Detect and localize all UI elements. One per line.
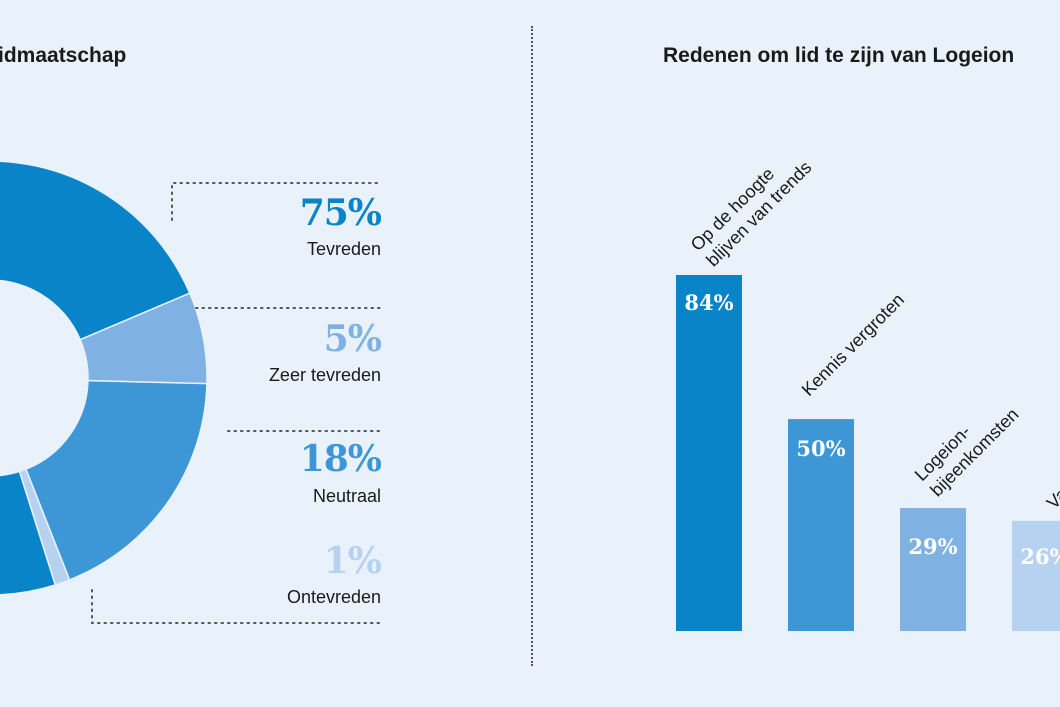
bar-3 (900, 508, 966, 631)
leader-line-tevreden (171, 182, 383, 221)
slice-percent-ontevreden: 1% (323, 540, 382, 582)
bar-value-label: 26% (1020, 544, 1060, 569)
bar-4 (1012, 520, 1060, 631)
leader-lines (91, 182, 383, 624)
leader-line-ontevreden (91, 589, 383, 624)
slice-label-neutraal: Neutraal (312, 486, 381, 506)
bar-value-label: 50% (796, 436, 846, 461)
slice-percent-neutraal: 18% (299, 438, 382, 480)
section-divider (531, 26, 533, 666)
slice-label-zeer-tevreden: Zeer tevreden (268, 365, 381, 385)
donut-chart (0, 160, 208, 596)
slice-label-tevreden: Tevreden (306, 239, 381, 259)
bar-value-label: 29% (908, 534, 958, 559)
bar-chart (676, 275, 1060, 631)
bar-2 (788, 419, 854, 631)
donut-chart-title: idmaatschap (0, 44, 127, 67)
bar-chart-title: Redenen om lid te zijn van Logeion (663, 44, 1015, 67)
bar-value-label: 84% (684, 290, 734, 315)
slice-neutraal (24, 379, 208, 581)
slice-tevreden-remainder (0, 470, 57, 596)
slice-label-ontevreden: Ontevreden (286, 587, 381, 607)
slice-tevreden (0, 160, 191, 341)
slice-percent-tevreden: 75% (299, 192, 382, 234)
bar-1 (676, 275, 742, 631)
slice-percent-zeer-tevreden: 5% (323, 318, 382, 360)
